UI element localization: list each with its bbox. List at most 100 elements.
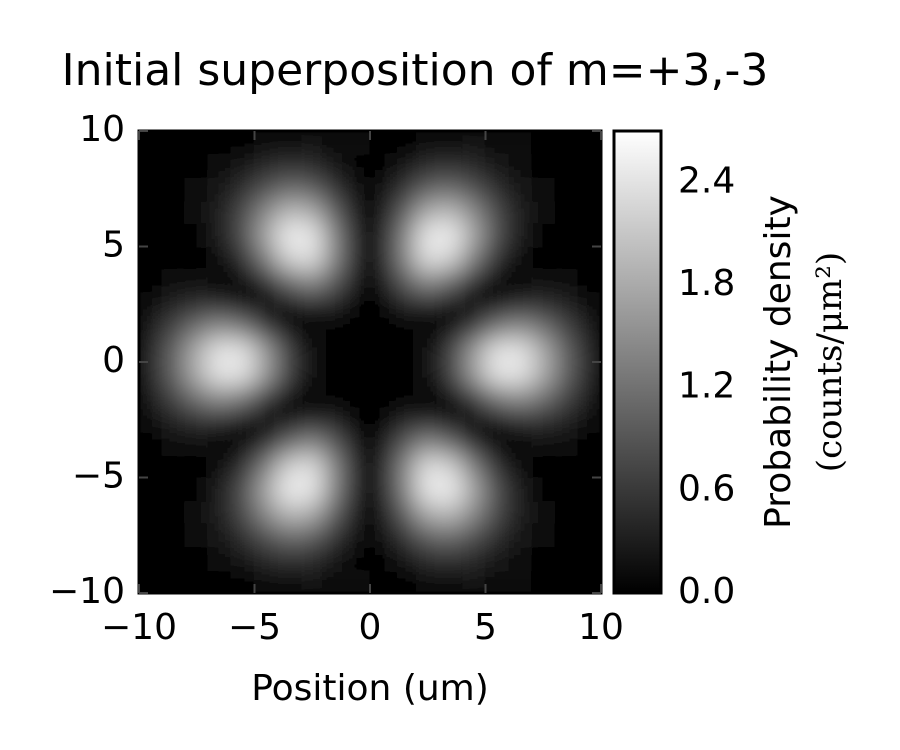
heatmap-cell xyxy=(139,430,163,455)
heatmap-cell xyxy=(531,430,556,455)
heatmap-cell xyxy=(230,430,255,455)
heatmap-cell xyxy=(554,500,579,525)
heatmap-cell xyxy=(485,407,510,432)
heatmap-cell xyxy=(139,569,163,593)
heatmap-cell xyxy=(554,246,579,271)
colorbar-unit: (counts/μm²) xyxy=(810,252,850,472)
heatmap-cell xyxy=(184,338,209,363)
heatmap-cell xyxy=(300,315,325,340)
heatmap-cell xyxy=(508,176,533,201)
heatmap-cell xyxy=(415,361,440,386)
heatmap-cell xyxy=(369,523,394,548)
heatmap-cell xyxy=(277,453,302,478)
heatmap-cell xyxy=(508,523,533,548)
heatmap-cell xyxy=(438,269,463,294)
heatmap-cell xyxy=(392,153,417,178)
heatmap-cell xyxy=(254,546,279,571)
heatmap-cell xyxy=(554,338,579,363)
heatmap-cell xyxy=(230,153,255,178)
heatmap-cell xyxy=(577,199,601,224)
heatmap-cell xyxy=(415,523,440,548)
heatmap-cell xyxy=(207,269,232,294)
heatmap-cell xyxy=(461,569,486,593)
heatmap-cells xyxy=(139,131,601,593)
heatmap-cell xyxy=(369,407,394,432)
heatmap-cell xyxy=(508,292,533,317)
heatmap-cell xyxy=(323,131,348,155)
heatmap-cell xyxy=(139,500,163,525)
heatmap-cell xyxy=(415,269,440,294)
heatmap-cell xyxy=(415,199,440,224)
heatmap-cell xyxy=(161,546,186,571)
heatmap-cell xyxy=(461,246,486,271)
heatmap-cell xyxy=(300,546,325,571)
heatmap-cell xyxy=(531,523,556,548)
heatmap-cell xyxy=(300,523,325,548)
heatmap-cell xyxy=(392,176,417,201)
heatmap-cell xyxy=(184,176,209,201)
heatmap-cell xyxy=(277,407,302,432)
heatmap-cell xyxy=(577,315,601,340)
heatmap-cell xyxy=(438,176,463,201)
heatmap-cell xyxy=(346,292,371,317)
heatmap-cell xyxy=(323,453,348,478)
chart-title: Initial superposition of m=+3,-3 xyxy=(62,45,769,96)
heatmap-cell xyxy=(415,338,440,363)
heatmap-cell xyxy=(184,269,209,294)
heatmap-cell xyxy=(392,269,417,294)
heatmap-cell xyxy=(323,546,348,571)
heatmap-cell xyxy=(485,430,510,455)
y-tick-label: 10 xyxy=(79,109,125,150)
y-tick-label: −5 xyxy=(72,456,125,497)
heatmap-cell xyxy=(508,338,533,363)
heatmap-cell xyxy=(485,176,510,201)
heatmap-cell xyxy=(531,338,556,363)
heatmap-cell xyxy=(184,246,209,271)
heatmap-cell xyxy=(207,477,232,502)
heatmap-cell xyxy=(161,500,186,525)
heatmap-cell xyxy=(415,477,440,502)
heatmap-cell xyxy=(184,569,209,593)
heatmap-cell xyxy=(161,569,186,593)
heatmap-cell xyxy=(254,338,279,363)
heatmap-cell xyxy=(554,176,579,201)
y-tick-label: −10 xyxy=(49,571,125,612)
heatmap-cell xyxy=(323,246,348,271)
heatmap-cell xyxy=(577,384,601,409)
heatmap-cell xyxy=(300,199,325,224)
heatmap-cell xyxy=(461,361,486,386)
heatmap-cell xyxy=(438,477,463,502)
heatmap-cell xyxy=(207,153,232,178)
heatmap-cell xyxy=(323,477,348,502)
heatmap-cell xyxy=(161,315,186,340)
heatmap-cell xyxy=(485,315,510,340)
heatmap-cell xyxy=(207,292,232,317)
heatmap-cell xyxy=(554,407,579,432)
heatmap-cell xyxy=(461,199,486,224)
heatmap-cell xyxy=(485,361,510,386)
heatmap-cell xyxy=(531,315,556,340)
heatmap-cell xyxy=(577,546,601,571)
heatmap-cell xyxy=(438,222,463,247)
heatmap-cell xyxy=(323,407,348,432)
heatmap-cell xyxy=(346,315,371,340)
heatmap-cell xyxy=(415,546,440,571)
heatmap-cell xyxy=(139,199,163,224)
heatmap-cell xyxy=(300,222,325,247)
heatmap-cell xyxy=(230,500,255,525)
heatmap-cell xyxy=(207,338,232,363)
heatmap-cell xyxy=(392,315,417,340)
heatmap-cell xyxy=(346,384,371,409)
x-tick-label: 0 xyxy=(359,607,382,648)
heatmap-cell xyxy=(254,153,279,178)
heatmap-cell xyxy=(554,430,579,455)
heatmap-cell xyxy=(254,500,279,525)
heatmap-cell xyxy=(230,523,255,548)
heatmap-cell xyxy=(392,523,417,548)
heatmap-cell xyxy=(415,292,440,317)
heatmap-cell xyxy=(300,292,325,317)
heatmap-cell xyxy=(577,292,601,317)
heatmap-cell xyxy=(554,199,579,224)
heatmap-cell xyxy=(184,523,209,548)
heatmap-cell xyxy=(554,315,579,340)
